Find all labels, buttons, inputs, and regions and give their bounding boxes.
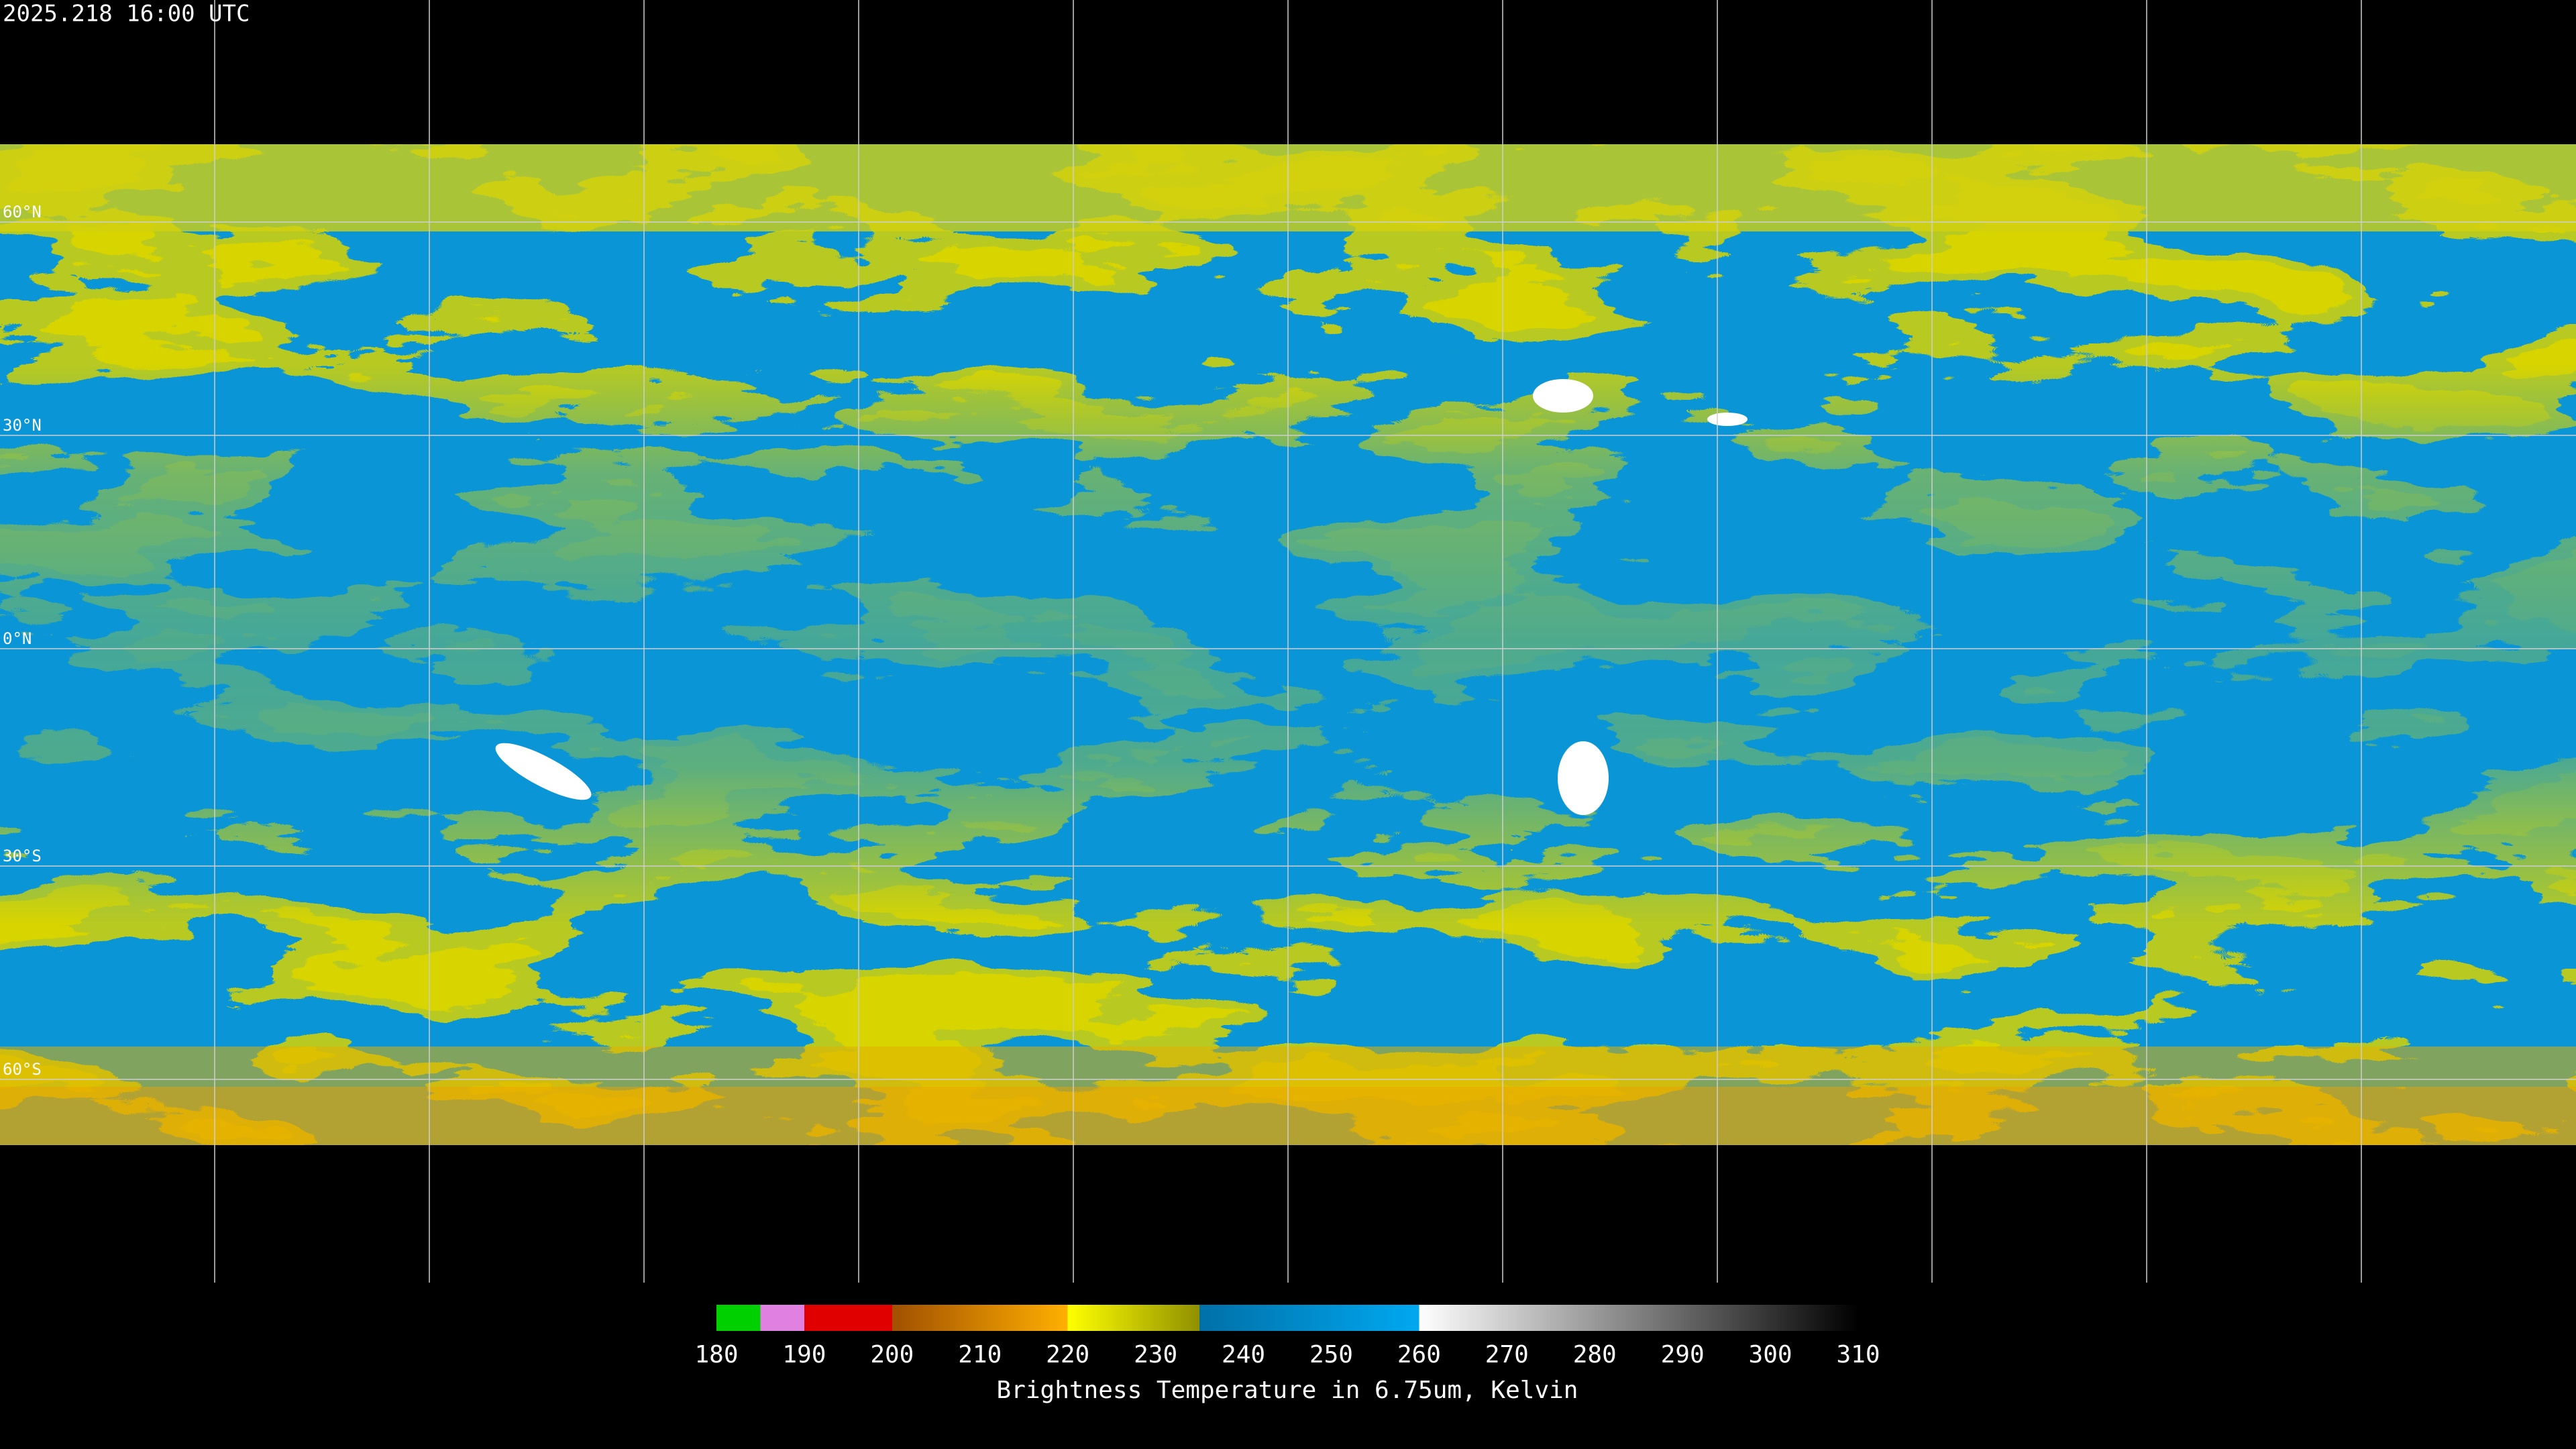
colorbar-tick-label: 200 <box>870 1341 914 1368</box>
colorbar-tick-label: 190 <box>782 1341 826 1368</box>
colorbar-tick-label: 220 <box>1046 1341 1089 1368</box>
colorbar-caption: Brightness Temperature in 6.75um, Kelvin <box>997 1377 1578 1404</box>
colorbar-tick-label: 310 <box>1836 1341 1880 1368</box>
colorbar <box>716 1305 1858 1331</box>
graticule <box>0 0 2576 1283</box>
latitude-label: 0°N <box>3 629 32 648</box>
dry-patch <box>1533 379 1593 413</box>
colorbar-tick-label: 180 <box>694 1341 738 1368</box>
timestamp: 2025.218 16:00 UTC <box>3 1 250 28</box>
colorbar-tick-label: 250 <box>1309 1341 1353 1368</box>
colorbar-tick-label: 270 <box>1485 1341 1529 1368</box>
dry-patch <box>1707 413 1748 426</box>
latitude-label: 30°S <box>3 847 42 865</box>
colorbar-tick-label: 280 <box>1573 1341 1617 1368</box>
dry-patch <box>1558 741 1609 815</box>
colorbar-tick-label: 230 <box>1134 1341 1177 1368</box>
latitude-label: 60°N <box>3 203 42 221</box>
dry-patch <box>495 743 592 800</box>
colorbar-tick-label: 260 <box>1397 1341 1441 1368</box>
colorbar-tick-label: 300 <box>1749 1341 1792 1368</box>
colorbar-tick-label: 290 <box>1661 1341 1705 1368</box>
colorbar-tick-label: 210 <box>958 1341 1002 1368</box>
colorbar-tick-label: 240 <box>1222 1341 1265 1368</box>
latitude-label: 60°S <box>3 1060 42 1079</box>
latitude-label: 30°N <box>3 416 42 435</box>
